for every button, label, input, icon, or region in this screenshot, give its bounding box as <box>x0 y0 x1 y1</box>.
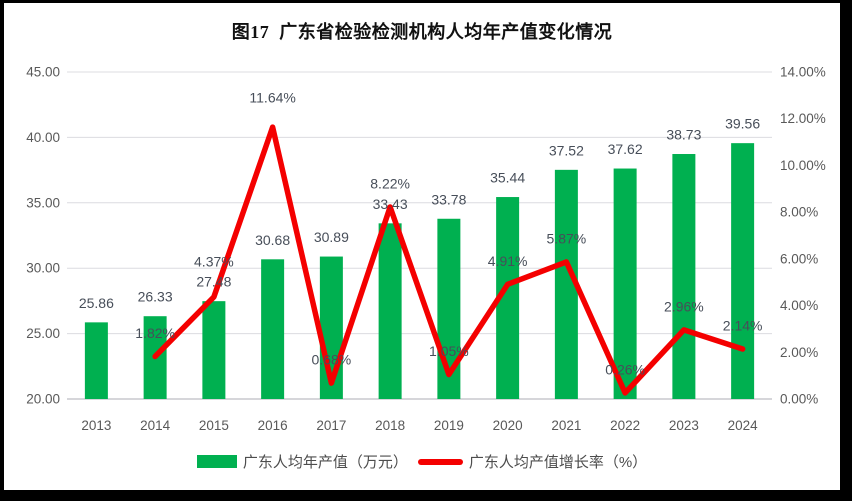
x-axis-label: 2019 <box>434 418 464 433</box>
bar-2022 <box>613 168 637 399</box>
right-axis-tick: 0.00% <box>780 392 818 407</box>
bar-value-label: 38.73 <box>666 127 701 143</box>
chart-title: 图17 广东省检验检测机构人均年产值变化情况 <box>231 22 613 42</box>
bar-2016 <box>261 259 285 399</box>
line-value-label: 4.91% <box>488 253 528 269</box>
line-value-label: 5.87% <box>547 230 587 246</box>
right-axis-tick: 8.00% <box>780 205 818 220</box>
line-value-label: 0.68% <box>312 352 352 368</box>
x-axis-label: 2024 <box>728 418 759 433</box>
bar-2013 <box>84 322 108 399</box>
bar-value-label: 30.89 <box>314 229 349 245</box>
bar-2015 <box>202 301 226 399</box>
bar-2024 <box>731 143 755 399</box>
line-value-label: 2.96% <box>664 298 704 314</box>
bar-value-label: 39.56 <box>725 116 760 132</box>
x-axis-label: 2023 <box>669 418 699 433</box>
line-value-label: 1.82% <box>135 325 175 341</box>
x-axis-label: 2017 <box>316 418 346 433</box>
bar-value-label: 33.43 <box>373 196 408 212</box>
line-value-label: 1.05% <box>429 343 469 359</box>
bar-2023 <box>672 154 696 399</box>
x-axis-label: 2018 <box>375 418 405 433</box>
left-axis-tick: 35.00 <box>26 195 60 210</box>
line-value-label: 8.22% <box>370 176 410 192</box>
right-axis-tick: 12.00% <box>780 111 826 126</box>
right-axis-tick: 4.00% <box>780 298 818 313</box>
chart-canvas: 20.00 25.00 30.00 35.00 40.00 45.00 0.00% 2.00%… <box>26 65 826 434</box>
x-axis-label: 2015 <box>199 418 229 433</box>
bar-2020 <box>496 197 520 399</box>
left-axis-tick: 25.00 <box>26 326 60 341</box>
line-value-label: 11.64% <box>249 90 295 106</box>
x-axis-label: 2016 <box>258 418 288 433</box>
bar-2018 <box>378 223 402 399</box>
bar-value-label: 26.33 <box>138 289 173 305</box>
right-axis-tick: 2.00% <box>780 345 818 360</box>
bar-series-swatch <box>196 455 237 468</box>
x-axis-label: 2020 <box>493 418 523 433</box>
bar-value-label: 37.52 <box>549 142 584 158</box>
left-axis-tick: 40.00 <box>26 130 60 145</box>
right-axis-tick: 14.00% <box>780 65 826 80</box>
legend-item-line-series: 广东人均产值增长率（%） <box>417 451 648 472</box>
line-value-label: 2.14% <box>723 318 763 334</box>
bar-value-label: 25.86 <box>79 295 114 311</box>
x-axis-label: 2021 <box>551 418 581 433</box>
right-axis-tick: 10.00% <box>780 158 826 173</box>
line-value-label: 4.37% <box>194 253 234 269</box>
line-series-swatch <box>417 458 463 465</box>
bar-value-label: 30.68 <box>255 232 290 248</box>
bar-value-label: 33.78 <box>431 191 466 207</box>
bar-value-label: 35.44 <box>490 170 525 186</box>
left-axis-tick: 30.00 <box>26 261 60 276</box>
x-axis-label: 2013 <box>81 418 111 433</box>
legend-item-bar-series: 广东人均年产值（万元） <box>196 451 408 472</box>
x-axis-label: 2014 <box>140 418 171 433</box>
left-axis-tick: 45.00 <box>26 65 60 80</box>
bar-2021 <box>554 169 578 399</box>
left-axis-tick: 20.00 <box>26 392 60 407</box>
legend-label-bar-series: 广东人均年产值（万元） <box>242 454 408 471</box>
right-axis-tick: 6.00% <box>780 251 818 266</box>
x-axis-label: 2022 <box>610 418 640 433</box>
chart-legend: 广东人均年产值（万元） 广东人均产值增长率（%） <box>4 451 840 472</box>
line-value-label: 0.26% <box>605 361 645 377</box>
growth-rate-line <box>152 124 746 396</box>
bar-value-label: 27.48 <box>196 274 231 290</box>
legend-label-line-series: 广东人均产值增长率（%） <box>468 454 648 471</box>
bar-value-label: 37.62 <box>608 141 643 157</box>
